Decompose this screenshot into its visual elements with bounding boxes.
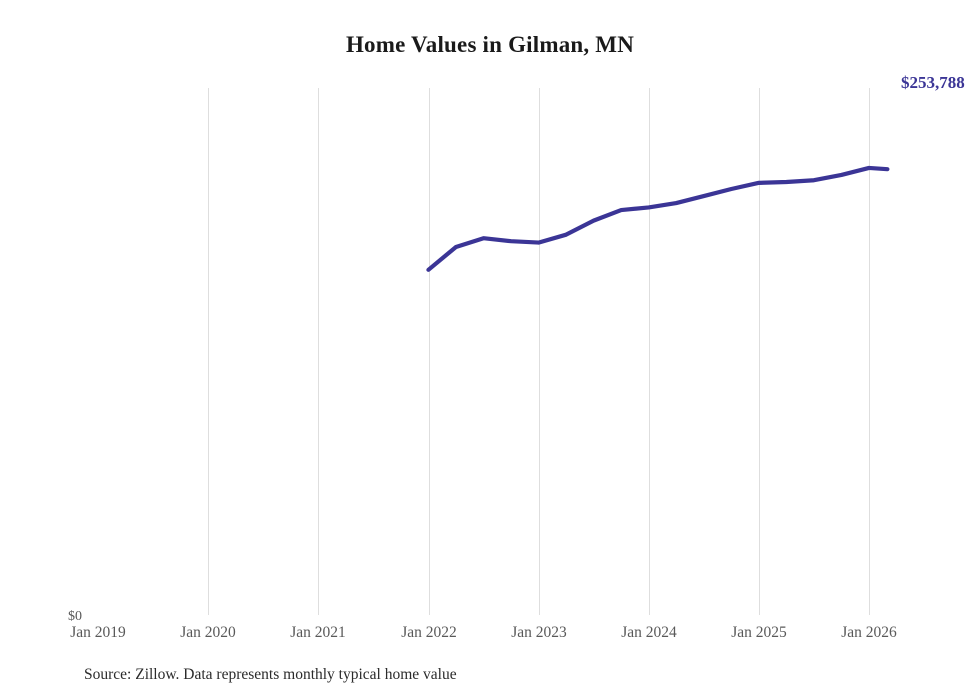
gridline-jan-2023 xyxy=(539,88,540,615)
gridline-jan-2021 xyxy=(318,88,319,615)
gridline-jan-2022 xyxy=(429,88,430,615)
source-note: Source: Zillow. Data represents monthly … xyxy=(84,666,457,683)
gridline-jan-2026 xyxy=(869,88,870,615)
xtick-label-5: Jan 2024 xyxy=(621,624,677,641)
series-end-value-annotation: $253,788 xyxy=(901,73,965,92)
gridline-jan-2024 xyxy=(649,88,650,615)
xtick-label-6: Jan 2025 xyxy=(731,624,787,641)
ytick-label-zero: $0 xyxy=(68,609,82,624)
xtick-label-0: Jan 2019 xyxy=(70,624,126,641)
series-line-typical-home-value xyxy=(426,165,890,272)
xtick-label-4: Jan 2023 xyxy=(511,624,567,641)
xtick-label-1: Jan 2020 xyxy=(180,624,236,641)
gridline-jan-2020 xyxy=(208,88,209,615)
gridline-jan-2025 xyxy=(759,88,760,615)
page-title: Home Values in Gilman, MN xyxy=(345,32,635,57)
xtick-label-2: Jan 2021 xyxy=(290,624,346,641)
xtick-label-7: Jan 2026 xyxy=(841,624,897,641)
xtick-label-3: Jan 2022 xyxy=(401,624,457,641)
